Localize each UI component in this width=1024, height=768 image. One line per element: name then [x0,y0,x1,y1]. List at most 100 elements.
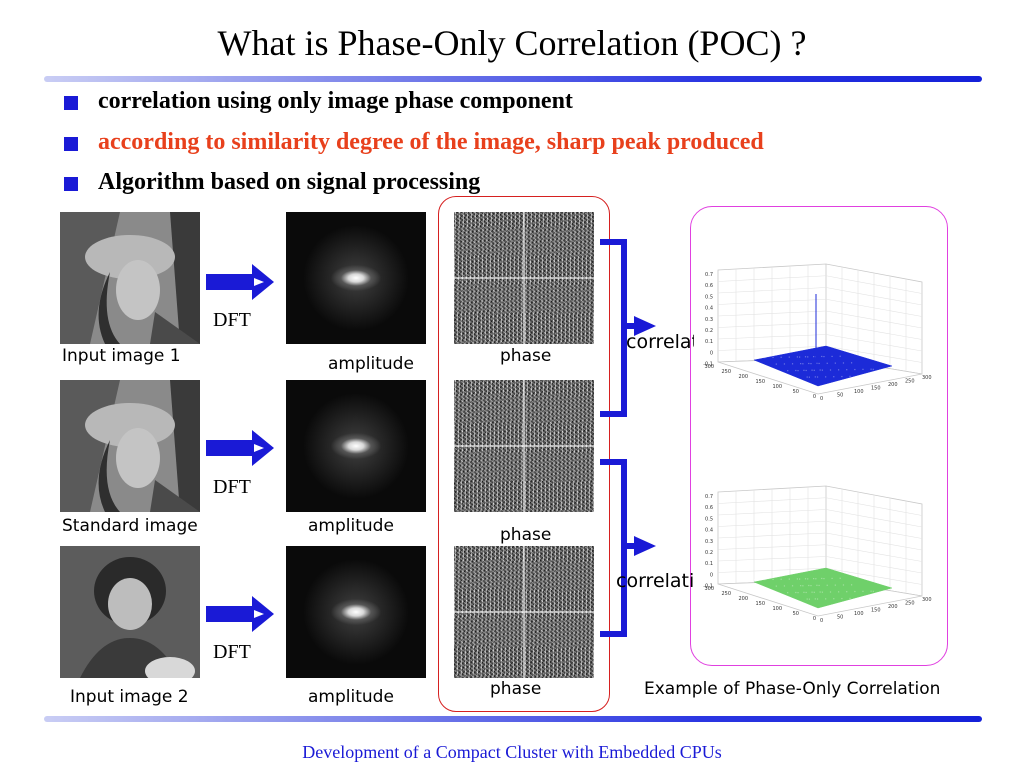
bullet-2: according to similarity degree of the im… [98,129,764,155]
phase-group-box [438,196,610,712]
z-tick-label: -0.1 [703,362,713,368]
y-tick-label: 0 [813,616,816,622]
surface-noise [833,598,835,600]
z-tick-label: 0.7 [705,494,713,500]
z-tick-label: 0.4 [705,306,713,312]
surface-noise [881,597,884,599]
z-tick-label: 0.1 [705,561,713,567]
surface-noise [806,598,808,600]
z-tick-label: 0.6 [705,283,713,289]
z-tick-label: 0.5 [705,294,713,300]
surface-noise [813,591,815,593]
z-tick-label: 0.3 [705,539,713,545]
y-tick-label: 100 [772,384,782,390]
poc-plot-high-peak-svg: 0.70.60.50.40.30.20.10-0.130025020015010… [703,263,932,402]
surface-noise [788,356,790,358]
surface-noise [818,584,820,587]
surface-noise [839,577,841,579]
surface-noise [797,592,799,594]
surface-noise [862,590,864,592]
bullet-3: Algorithm based on signal processing [98,169,481,195]
surface-noise [796,356,798,358]
poc-plot-flat: 0.7 0.6 0.5 0.4 0.3 0.2 0.1 0 -0.1 300 250 200 150 10… [694,484,934,634]
surface-noise [818,362,820,365]
surface-noise [831,355,833,358]
surface-noise [825,376,827,378]
y-tick-label: 300 [704,364,714,370]
surface-noise [800,363,802,365]
correlation-brackets [600,239,656,637]
y-tick-label: 250 [721,369,731,375]
z-tick-label: -0.1 [703,584,713,590]
surface-noise [850,584,853,586]
surface-noise [814,376,816,378]
z-tick-label: 0.5 [705,516,713,522]
z-tick-label: 0.2 [705,550,713,556]
surface-noise [849,375,851,377]
surface-noise [800,585,802,587]
phase-caption-1: phase [500,346,552,366]
bullet-marker-2 [64,137,78,151]
surface-noise [811,591,813,593]
surface-noise [804,356,807,358]
y-tick-label: 0 [813,394,816,400]
footer-divider [44,716,982,722]
dft-label-3: DFT [213,641,251,663]
phase-spectrum-3 [454,546,594,678]
surface-noise [802,585,804,587]
surface-noise [881,375,884,377]
y-tick-label: 100 [772,606,782,612]
surface-noise [772,356,774,359]
surface-noise [807,578,809,580]
standard-caption: Standard image [62,516,198,536]
surface-noise [857,597,859,599]
input-image-1 [60,212,200,344]
surface-noise [775,363,777,365]
surface-noise [754,579,756,581]
dft-label-1: DFT [213,309,251,331]
surface-noise [756,357,758,359]
surface-noise [808,376,811,378]
surface-noise [823,355,825,358]
input-image-2 [60,546,200,678]
z-tick-label: 0.7 [705,272,713,278]
surface-noise [819,369,821,371]
surface-noise [813,578,815,580]
surface-noise [865,375,867,377]
surface-noise [799,578,801,580]
surface-noise [834,362,836,364]
input-caption-1: Input image 1 [62,346,181,366]
poc-result-box [690,206,948,666]
surface-noise [816,598,819,600]
surface-noise [764,356,766,359]
bullet-1: correlation using only image phase compo… [98,88,573,114]
surface-noise [754,357,756,359]
correlation-label-2: correlation [616,570,718,592]
title-divider [44,76,982,82]
surface-noise [873,375,875,377]
surface-noise [872,590,874,592]
surface-noise [810,585,812,587]
surface-noise [819,591,821,593]
correlation-surface [753,345,893,387]
surface-noise [803,369,805,371]
x-tick-label: 150 [871,608,881,614]
surface-noise [807,356,809,358]
surface-noise [884,597,886,599]
surface-noise [838,369,840,371]
surface-noise [826,362,828,364]
surface-noise [796,578,798,580]
footer-text: Development of a Compact Cluster with Em… [302,742,722,762]
standard-image [60,380,200,512]
surface-noise [841,597,843,600]
y-tick-label: 150 [755,379,765,385]
surface-noise [821,577,823,580]
dft-arrow-2 [206,430,274,466]
surface-noise [813,369,815,371]
surface-noise [816,584,818,586]
surface-noise [865,597,867,599]
surface-noise [805,369,807,372]
surface-noise [823,577,825,580]
surface-noise [846,369,848,371]
surface-noise [787,370,789,372]
